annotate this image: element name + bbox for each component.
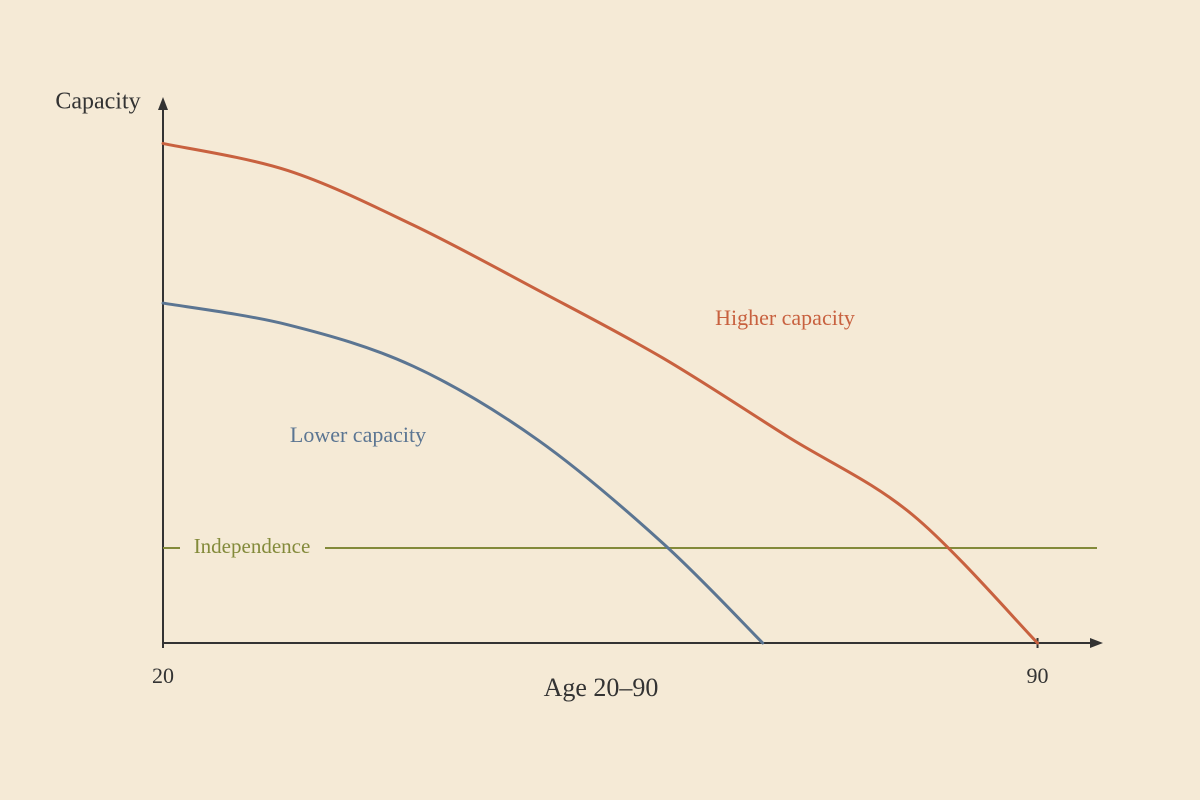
series-label: Higher capacity (715, 305, 855, 330)
series-label: Lower capacity (290, 422, 426, 447)
x-axis-arrow (1090, 638, 1103, 648)
line-series (161, 301, 765, 645)
line-series (161, 141, 1040, 645)
threshold-label: Independence (194, 534, 311, 558)
x-tick-label: 90 (1027, 663, 1049, 688)
y-axis-label: Capacity (55, 89, 140, 115)
y-axis-arrow (158, 97, 168, 110)
x-axis-label: Age 20–90 (544, 673, 659, 702)
x-tick-label: 20 (152, 663, 174, 688)
